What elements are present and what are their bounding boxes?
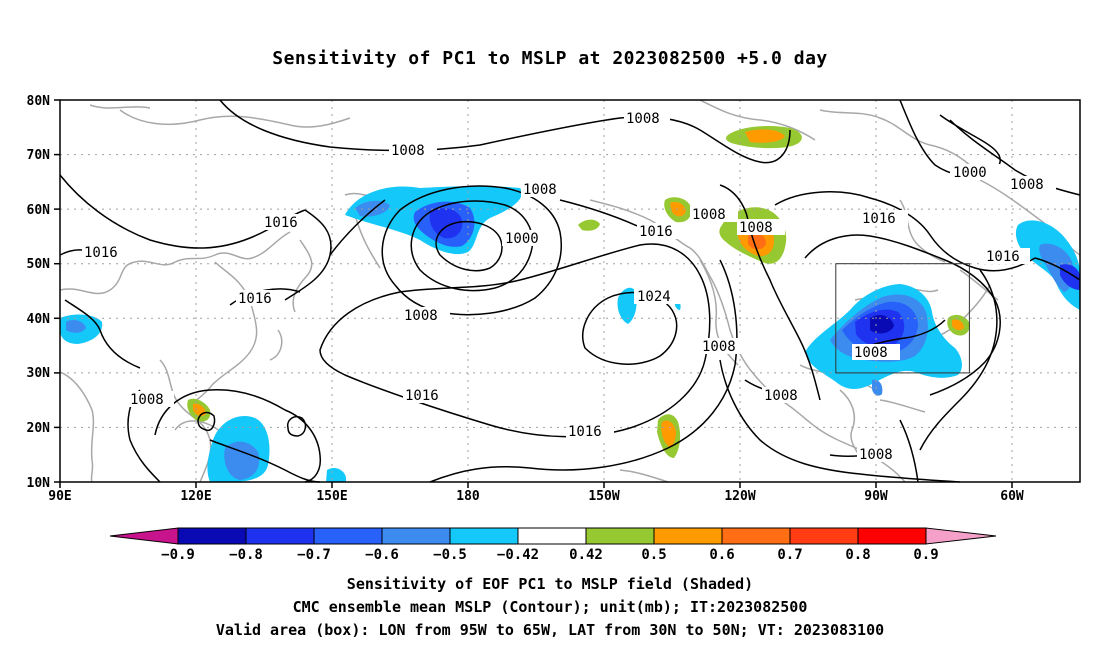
lon-label: 150E	[316, 489, 347, 504]
colorbar-label: 0.8	[845, 547, 870, 563]
contour-label: 1008	[1010, 177, 1044, 193]
lat-label: 20N	[27, 421, 51, 436]
lat-label: 40N	[27, 312, 51, 327]
colorbar-swatch	[857, 527, 927, 545]
contour-label: 1016	[862, 211, 896, 227]
contour-label: 1008	[854, 345, 888, 361]
lon-label: 180	[456, 489, 480, 504]
colorbar-swatch	[177, 527, 247, 545]
colorbar-label: −0.6	[365, 547, 399, 563]
colorbar-label: −0.8	[229, 547, 263, 563]
colorbar-label: 0.7	[777, 547, 802, 563]
lon-label: 90W	[864, 489, 888, 504]
caption-line-3: Valid area (box): LON from 95W to 65W, L…	[215, 621, 885, 639]
contour-label: 1008	[391, 143, 425, 159]
contour-label: 1008	[692, 207, 726, 223]
contour-label: 1008	[523, 182, 557, 198]
contour-labels: 1008 1008 1008 1000 1008 1016 1016 1008 …	[82, 110, 1056, 463]
lon-label: 120W	[724, 489, 755, 504]
lat-label: 10N	[27, 476, 51, 491]
colorbar-label: 0.5	[641, 547, 666, 563]
contour-label: 1024	[637, 289, 671, 305]
lon-labels: 90E 120E 150E 180 150W 120W 90W 60W	[48, 489, 1024, 504]
lon-label: 90E	[48, 489, 71, 504]
contour-label: 1008	[130, 392, 164, 408]
colorbar: −0.9 −0.8 −0.7 −0.6 −0.5 −0.42 0.42 0.5 0.6 0.7 0.…	[109, 527, 997, 563]
lat-label: 60N	[27, 203, 51, 218]
colorbar-swatch	[313, 527, 383, 545]
colorbar-swatch	[721, 527, 791, 545]
colorbar-label: 0.9	[913, 547, 938, 563]
contour-label: 1016	[405, 388, 439, 404]
caption-line-2: CMC ensemble mean MSLP (Contour); unit(m…	[292, 598, 808, 616]
lat-labels: 80N 70N 60N 50N 40N 30N 20N 10N	[27, 94, 51, 491]
lon-label: 60W	[1000, 489, 1024, 504]
colorbar-swatch	[517, 527, 587, 545]
colorbar-label: −0.9	[161, 547, 195, 563]
contour-label: 1016	[238, 291, 272, 307]
contour-label: 1016	[264, 215, 298, 231]
contour-label: 1016	[986, 249, 1020, 265]
lat-label: 70N	[27, 148, 51, 163]
axis-ticks	[54, 99, 1013, 488]
caption-line-1: Sensitivity of EOF PC1 to MSLP field (Sh…	[346, 575, 754, 593]
graticule	[60, 100, 1080, 482]
contour-label: 1008	[739, 220, 773, 236]
colorbar-swatch	[381, 527, 451, 545]
contour-label: 1008	[702, 339, 736, 355]
contour-label: 1016	[639, 224, 673, 240]
validation-box	[835, 263, 970, 374]
contour-label: 1000	[953, 165, 987, 181]
colorbar-arrow-low	[109, 527, 179, 545]
colorbar-swatch	[449, 527, 519, 545]
colorbar-swatch	[789, 527, 859, 545]
lat-label: 50N	[27, 257, 51, 272]
plot-frame	[59, 99, 1081, 483]
colorbar-label: −0.42	[497, 547, 539, 563]
colorbar-swatch	[585, 527, 655, 545]
colorbar-label: 0.6	[709, 547, 734, 563]
lat-label: 80N	[27, 94, 51, 109]
colorbar-swatch	[245, 527, 315, 545]
lat-label: 30N	[27, 366, 51, 381]
contour-label: 1000	[505, 231, 539, 247]
contour-label: 1008	[859, 447, 893, 463]
contour-label: 1008	[626, 111, 660, 127]
contour-label-bg	[82, 110, 1056, 462]
colorbar-arrow-high	[925, 527, 997, 545]
contour-label: 1008	[764, 388, 798, 404]
map-title: Sensitivity of PC1 to MSLP at 2023082500…	[272, 48, 828, 69]
lon-label: 150W	[588, 489, 619, 504]
contour-label: 1016	[568, 424, 602, 440]
colorbar-label: −0.7	[297, 547, 331, 563]
colorbar-label: 0.42	[569, 547, 603, 563]
contour-label: 1008	[404, 308, 438, 324]
contour-label: 1016	[84, 245, 118, 261]
lon-label: 120E	[180, 489, 211, 504]
colorbar-label: −0.5	[433, 547, 467, 563]
colorbar-swatch	[653, 527, 723, 545]
